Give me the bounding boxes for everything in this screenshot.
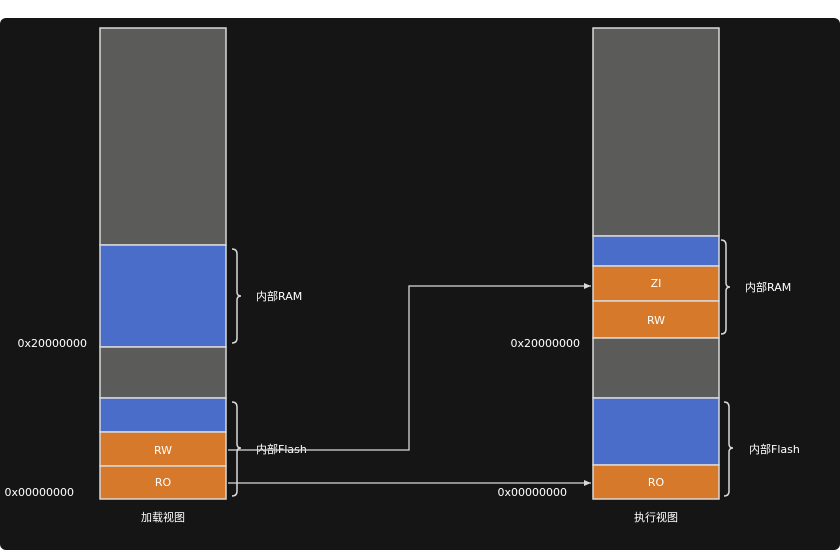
- exec-rw-segment: [592, 300, 720, 339]
- load-ro-segment: [99, 465, 227, 500]
- exec-ram-base-address: 0x20000000: [511, 337, 581, 350]
- load-ram-base-address: 0x20000000: [18, 337, 88, 350]
- exec-flash-brace-label: 内部Flash: [749, 442, 800, 456]
- load-ro-label: RO: [155, 476, 172, 489]
- load-unused-region-top: [99, 27, 227, 246]
- load-view-caption: 加载视图: [141, 510, 185, 524]
- load-flash-free-region: [99, 397, 227, 433]
- exec-ro-segment: [592, 464, 720, 500]
- rw-copy-arrow: [228, 283, 591, 451]
- exec-zi-segment: [592, 265, 720, 302]
- exec-view-caption: 执行视图: [634, 510, 678, 524]
- exec-ram-free-region: [592, 235, 720, 267]
- exec-flash-free-region: [592, 397, 720, 466]
- exec-unused-region-top: [592, 27, 720, 237]
- exec-view-column: ZI RW RO 0x20000000 0x00000000 内部RAM 内部F…: [498, 27, 800, 524]
- exec-ro-label: RO: [648, 476, 665, 489]
- exec-flash-base-address: 0x00000000: [498, 486, 568, 499]
- exec-unused-region-mid: [592, 337, 720, 399]
- load-rw-label: RW: [154, 444, 172, 457]
- load-ram-region: [99, 244, 227, 348]
- exec-ram-brace-label: 内部RAM: [745, 280, 791, 294]
- load-flash-base-address: 0x00000000: [5, 486, 75, 499]
- load-view-column: RW RO 0x20000000 0x00000000 内部RAM 内部Flas…: [5, 27, 307, 524]
- load-ram-brace: [231, 248, 242, 344]
- load-flash-brace: [231, 401, 242, 497]
- load-unused-region-mid: [99, 346, 227, 399]
- load-ram-brace-label: 内部RAM: [256, 289, 302, 303]
- exec-zi-label: ZI: [651, 277, 662, 290]
- exec-ram-brace: [720, 239, 731, 335]
- exec-flash-brace: [723, 401, 734, 497]
- load-flash-brace-label: 内部Flash: [256, 442, 307, 456]
- exec-rw-label: RW: [647, 314, 665, 327]
